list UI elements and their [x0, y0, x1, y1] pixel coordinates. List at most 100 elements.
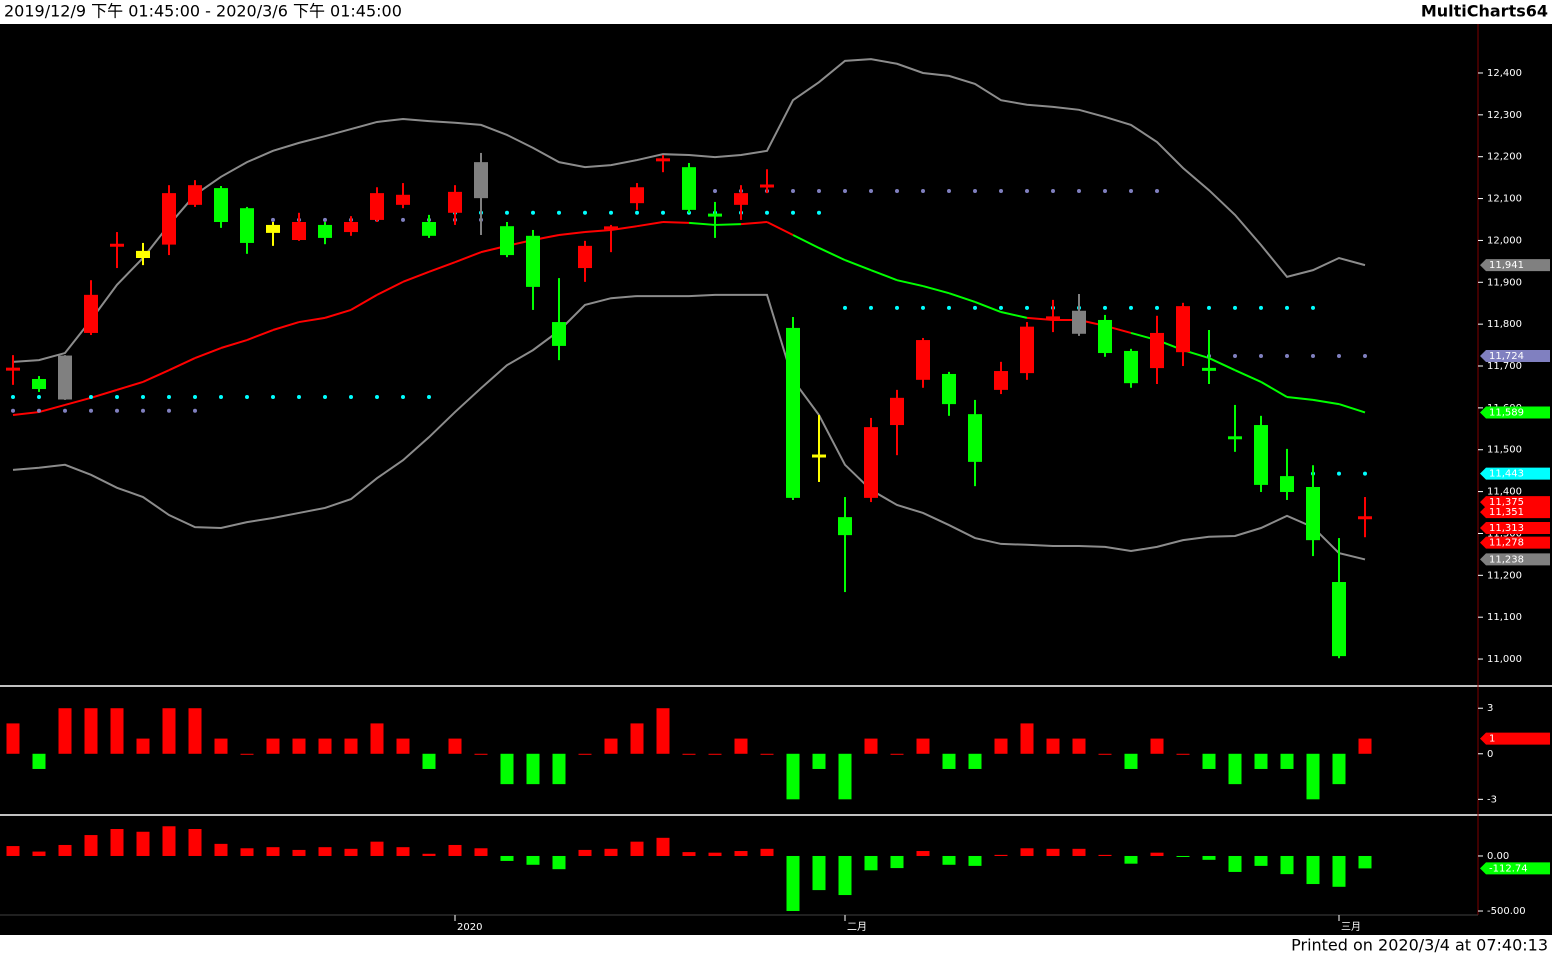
histogram-bar: [526, 855, 540, 865]
candle-body: [1358, 516, 1372, 520]
moving-average: [636, 221, 664, 228]
moving-average: [64, 396, 92, 406]
stop-dot: [973, 305, 977, 310]
moving-average: [168, 357, 196, 372]
histogram-bar: [500, 753, 514, 785]
candle-body: [942, 373, 956, 405]
histogram-bar: [838, 753, 852, 800]
histogram-bar: [448, 738, 462, 754]
moving-average: [558, 231, 586, 236]
stop-dot: [1363, 353, 1367, 358]
histogram-bar: [812, 753, 826, 769]
candle-body: [1280, 476, 1294, 493]
candle-body: [604, 226, 618, 230]
candle-body: [526, 235, 540, 287]
candle-body: [812, 454, 826, 458]
stop-dot: [713, 189, 717, 194]
y-tick-label: 11,000: [1487, 654, 1522, 665]
price-marker-label: 11,589: [1489, 407, 1524, 418]
stop-dot: [921, 305, 925, 310]
histogram-bar: [240, 753, 254, 755]
candle-body: [188, 185, 202, 205]
y-tick-label: 11,700: [1487, 361, 1522, 372]
moving-average: [1208, 357, 1236, 372]
stop-dot: [1259, 305, 1263, 310]
price-marker: [1480, 506, 1550, 519]
histogram-bar: [1046, 738, 1060, 754]
histogram-bar: [32, 753, 46, 769]
moving-average: [272, 321, 300, 331]
histogram-bar: [1332, 753, 1346, 785]
price-marker-label: 11,375: [1489, 497, 1524, 508]
stop-dot: [947, 189, 951, 194]
brand: MultiCharts64: [1421, 2, 1548, 21]
y-tick-label: 11,900: [1487, 277, 1522, 288]
candle-body: [1332, 582, 1346, 657]
moving-average: [454, 251, 482, 264]
price-marker: [1480, 349, 1550, 362]
stop-dot: [1311, 305, 1315, 310]
histogram-bar: [162, 708, 176, 754]
candle-body: [1306, 486, 1320, 541]
stop-dot: [349, 394, 353, 399]
histogram-bar: [604, 848, 618, 856]
candle-body: [58, 355, 72, 400]
stop-dot: [1233, 305, 1237, 310]
moving-average: [714, 223, 742, 226]
moving-average: [1234, 369, 1262, 383]
y-tick-label: 11,200: [1487, 570, 1522, 581]
stop-dot: [869, 189, 873, 194]
histogram-bar: [1280, 753, 1294, 769]
histogram-bar: [708, 852, 722, 856]
candle-body: [162, 193, 176, 245]
stop-dot: [11, 394, 15, 399]
moving-average: [220, 339, 248, 349]
histogram-bar: [734, 738, 748, 754]
footer: Printed on 2020/3/4 at 07:40:13: [1291, 936, 1548, 955]
moving-average: [38, 403, 66, 414]
histogram-bar: [136, 738, 150, 754]
histogram-bar: [318, 738, 332, 754]
candle-body: [786, 327, 800, 498]
price-marker-label: 11,941: [1489, 260, 1524, 271]
price-marker-label: 1: [1489, 734, 1495, 745]
histogram-bar: [682, 852, 696, 856]
candle-body: [396, 194, 410, 205]
histogram-bar: [266, 847, 280, 856]
stop-dot: [271, 217, 275, 222]
price-marker-label: 11,313: [1489, 523, 1524, 534]
moving-average: [142, 369, 170, 383]
candle-body: [552, 322, 566, 346]
stop-dot: [297, 394, 301, 399]
stop-dot: [921, 189, 925, 194]
histogram-bar: [370, 723, 384, 754]
stop-dot: [817, 210, 821, 215]
histogram-bar: [448, 844, 462, 856]
stop-dot: [271, 394, 275, 399]
moving-average: [324, 308, 352, 319]
x-tick-label: 三月: [1341, 921, 1361, 933]
histogram-bar: [1124, 855, 1138, 864]
histogram-bar: [266, 738, 280, 754]
stop-dot: [557, 210, 561, 215]
bollinger-band: [12, 58, 1366, 363]
moving-average: [584, 228, 612, 234]
x-tick-label: 2020: [457, 922, 482, 933]
candle-body: [734, 193, 748, 205]
stop-dot: [635, 210, 639, 215]
stop-dot: [1129, 305, 1133, 310]
moving-average: [1338, 403, 1366, 414]
y-tick-label: 12,300: [1487, 110, 1522, 121]
candle-body: [1020, 326, 1034, 374]
histogram-bar: [682, 753, 696, 755]
candle-body: [214, 188, 228, 223]
stop-dot: [843, 189, 847, 194]
moving-average: [116, 380, 144, 391]
y-tick-label: 12,100: [1487, 194, 1522, 205]
moving-average: [1000, 311, 1028, 319]
stop-dot: [37, 394, 41, 399]
moving-average: [844, 259, 872, 272]
candle-body: [84, 294, 98, 333]
candle-body: [136, 250, 150, 259]
